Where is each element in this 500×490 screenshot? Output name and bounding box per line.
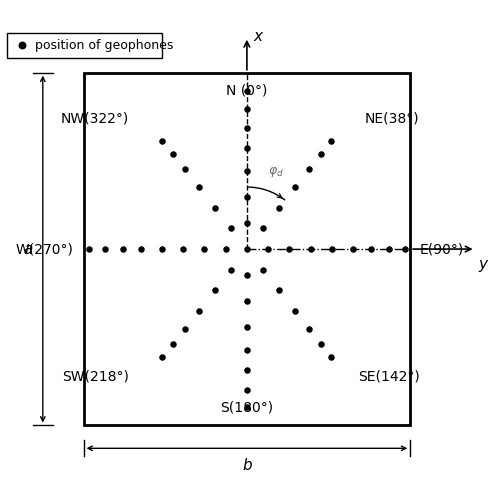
Text: SE(142°): SE(142°) bbox=[358, 369, 420, 384]
Point bbox=[222, 245, 230, 253]
Point bbox=[243, 105, 251, 113]
Point bbox=[328, 245, 336, 253]
Point bbox=[243, 144, 251, 152]
Point bbox=[385, 245, 393, 253]
Text: x: x bbox=[254, 29, 262, 44]
Text: y: y bbox=[479, 257, 488, 272]
Point bbox=[243, 366, 251, 374]
Point bbox=[243, 297, 251, 305]
Point bbox=[291, 183, 299, 191]
Point bbox=[84, 245, 92, 253]
Point bbox=[275, 204, 283, 212]
Point bbox=[275, 286, 283, 294]
Point bbox=[180, 325, 188, 333]
Point bbox=[194, 183, 202, 191]
Text: SW(218°): SW(218°) bbox=[62, 369, 130, 384]
Point bbox=[243, 386, 251, 393]
Point bbox=[328, 353, 336, 361]
Point bbox=[210, 204, 218, 212]
Point bbox=[291, 307, 299, 315]
Point bbox=[259, 224, 267, 232]
Point bbox=[18, 42, 25, 49]
Point bbox=[137, 245, 145, 253]
Point bbox=[318, 150, 326, 158]
Point bbox=[158, 137, 166, 145]
Point bbox=[402, 245, 409, 253]
Text: $\varphi_d$: $\varphi_d$ bbox=[268, 165, 284, 179]
Text: S(180°): S(180°) bbox=[220, 401, 274, 415]
Point bbox=[243, 346, 251, 354]
Point bbox=[210, 286, 218, 294]
Bar bbox=[7, 33, 162, 58]
Text: N (0°): N (0°) bbox=[226, 83, 268, 97]
Point bbox=[305, 166, 313, 173]
Point bbox=[349, 245, 357, 253]
Point bbox=[200, 245, 208, 253]
Point bbox=[227, 266, 235, 273]
Point bbox=[168, 341, 176, 348]
Point bbox=[227, 224, 235, 232]
Point bbox=[286, 245, 294, 253]
Text: a: a bbox=[24, 242, 33, 257]
Point bbox=[101, 245, 109, 253]
Point bbox=[243, 271, 251, 279]
Point bbox=[158, 245, 166, 253]
Point bbox=[243, 323, 251, 331]
Point bbox=[243, 167, 251, 174]
Point bbox=[243, 87, 251, 95]
Point bbox=[305, 325, 313, 333]
Point bbox=[259, 266, 267, 273]
Point bbox=[180, 166, 188, 173]
Point bbox=[243, 245, 251, 253]
Point bbox=[264, 245, 272, 253]
Point bbox=[306, 245, 314, 253]
Point bbox=[243, 404, 251, 412]
Text: NE(38°): NE(38°) bbox=[364, 111, 419, 125]
Point bbox=[158, 353, 166, 361]
Text: position of geophones: position of geophones bbox=[34, 39, 173, 52]
Point bbox=[243, 124, 251, 132]
Point bbox=[194, 307, 202, 315]
Text: E(90°): E(90°) bbox=[420, 242, 464, 256]
Text: NW(322°): NW(322°) bbox=[61, 111, 130, 125]
Point bbox=[179, 245, 187, 253]
Point bbox=[243, 193, 251, 201]
Text: W(270°): W(270°) bbox=[16, 242, 74, 256]
Text: b: b bbox=[242, 458, 252, 473]
Bar bbox=[84, 73, 410, 425]
Point bbox=[119, 245, 127, 253]
Point bbox=[367, 245, 375, 253]
Point bbox=[328, 137, 336, 145]
Point bbox=[243, 219, 251, 227]
Point bbox=[168, 150, 176, 158]
Point bbox=[318, 341, 326, 348]
